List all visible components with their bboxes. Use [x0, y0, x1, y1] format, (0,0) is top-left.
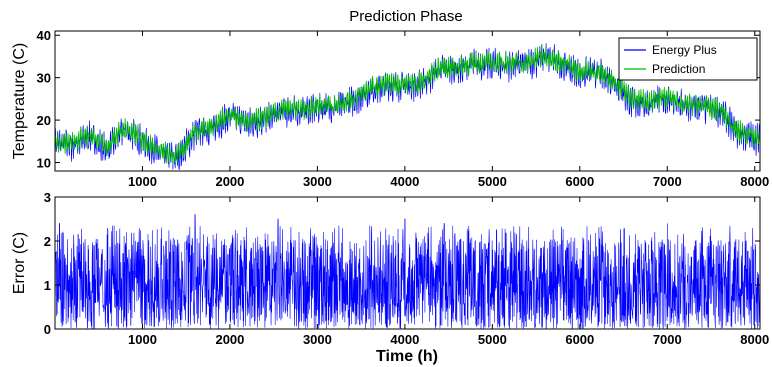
bottom-x-tick-label: 6000: [565, 332, 594, 347]
bottom-y-tick-label: 2: [44, 234, 51, 249]
chart-title: Prediction Phase: [349, 8, 462, 25]
top-x-tick-label: 6000: [565, 174, 594, 189]
bottom-data-traces: [54, 214, 761, 330]
series-line-error: [54, 214, 761, 330]
bottom-y-axis-label: Error (C): [11, 232, 28, 294]
top-y-tick-label: 20: [37, 113, 51, 128]
x-axis-label: Time (h): [376, 348, 438, 365]
bottom-x-tick-label: 7000: [653, 332, 682, 347]
top-y-tick-label: 10: [37, 156, 51, 171]
top-x-tick-label: 3000: [303, 174, 332, 189]
top-x-tick-label: 2000: [215, 174, 244, 189]
top-x-tick-label: 4000: [390, 174, 419, 189]
series-line-prediction: [54, 43, 761, 166]
bottom-x-tick-label: 2000: [215, 332, 244, 347]
legend-label-energy-plus: Energy Plus: [652, 43, 717, 57]
legend: Energy Plus Prediction: [618, 37, 758, 81]
top-y-axis-label: Temperature (C): [11, 43, 28, 159]
top-x-tick-label: 5000: [478, 174, 507, 189]
bottom-x-tick-label: 4000: [390, 332, 419, 347]
top-x-tick-label: 1000: [128, 174, 157, 189]
top-x-tick-label: 8000: [740, 174, 769, 189]
bottom-x-tick-label: 1000: [128, 332, 157, 347]
bottom-x-tick-label: 3000: [303, 332, 332, 347]
legend-box: [618, 37, 758, 81]
bottom-y-tick-label: 0: [44, 322, 51, 337]
top-y-tick-label: 40: [37, 28, 51, 43]
top-data-traces: [54, 43, 761, 171]
top-y-tick-label: 30: [37, 71, 51, 86]
bottom-ticks: 1000 2000 3000 4000 5000 6000 7000 8000 0 1 2 3: [44, 190, 769, 347]
top-ticks: 1000 2000 3000 4000 5000 6000 7000 8000 10 20 30 40: [37, 28, 770, 189]
bottom-plot-area: 1000 2000 3000 4000 5000 6000 7000 8000 0 1 2 3: [44, 190, 769, 347]
bottom-x-tick-label: 8000: [740, 332, 769, 347]
bottom-y-tick-label: 3: [44, 190, 51, 205]
bottom-y-tick-label: 1: [44, 278, 51, 293]
legend-label-prediction: Prediction: [652, 62, 705, 76]
top-x-tick-label: 7000: [653, 174, 682, 189]
top-plot-frame: [54, 30, 761, 172]
bottom-plot-frame: [54, 196, 761, 330]
bottom-x-tick-label: 5000: [478, 332, 507, 347]
